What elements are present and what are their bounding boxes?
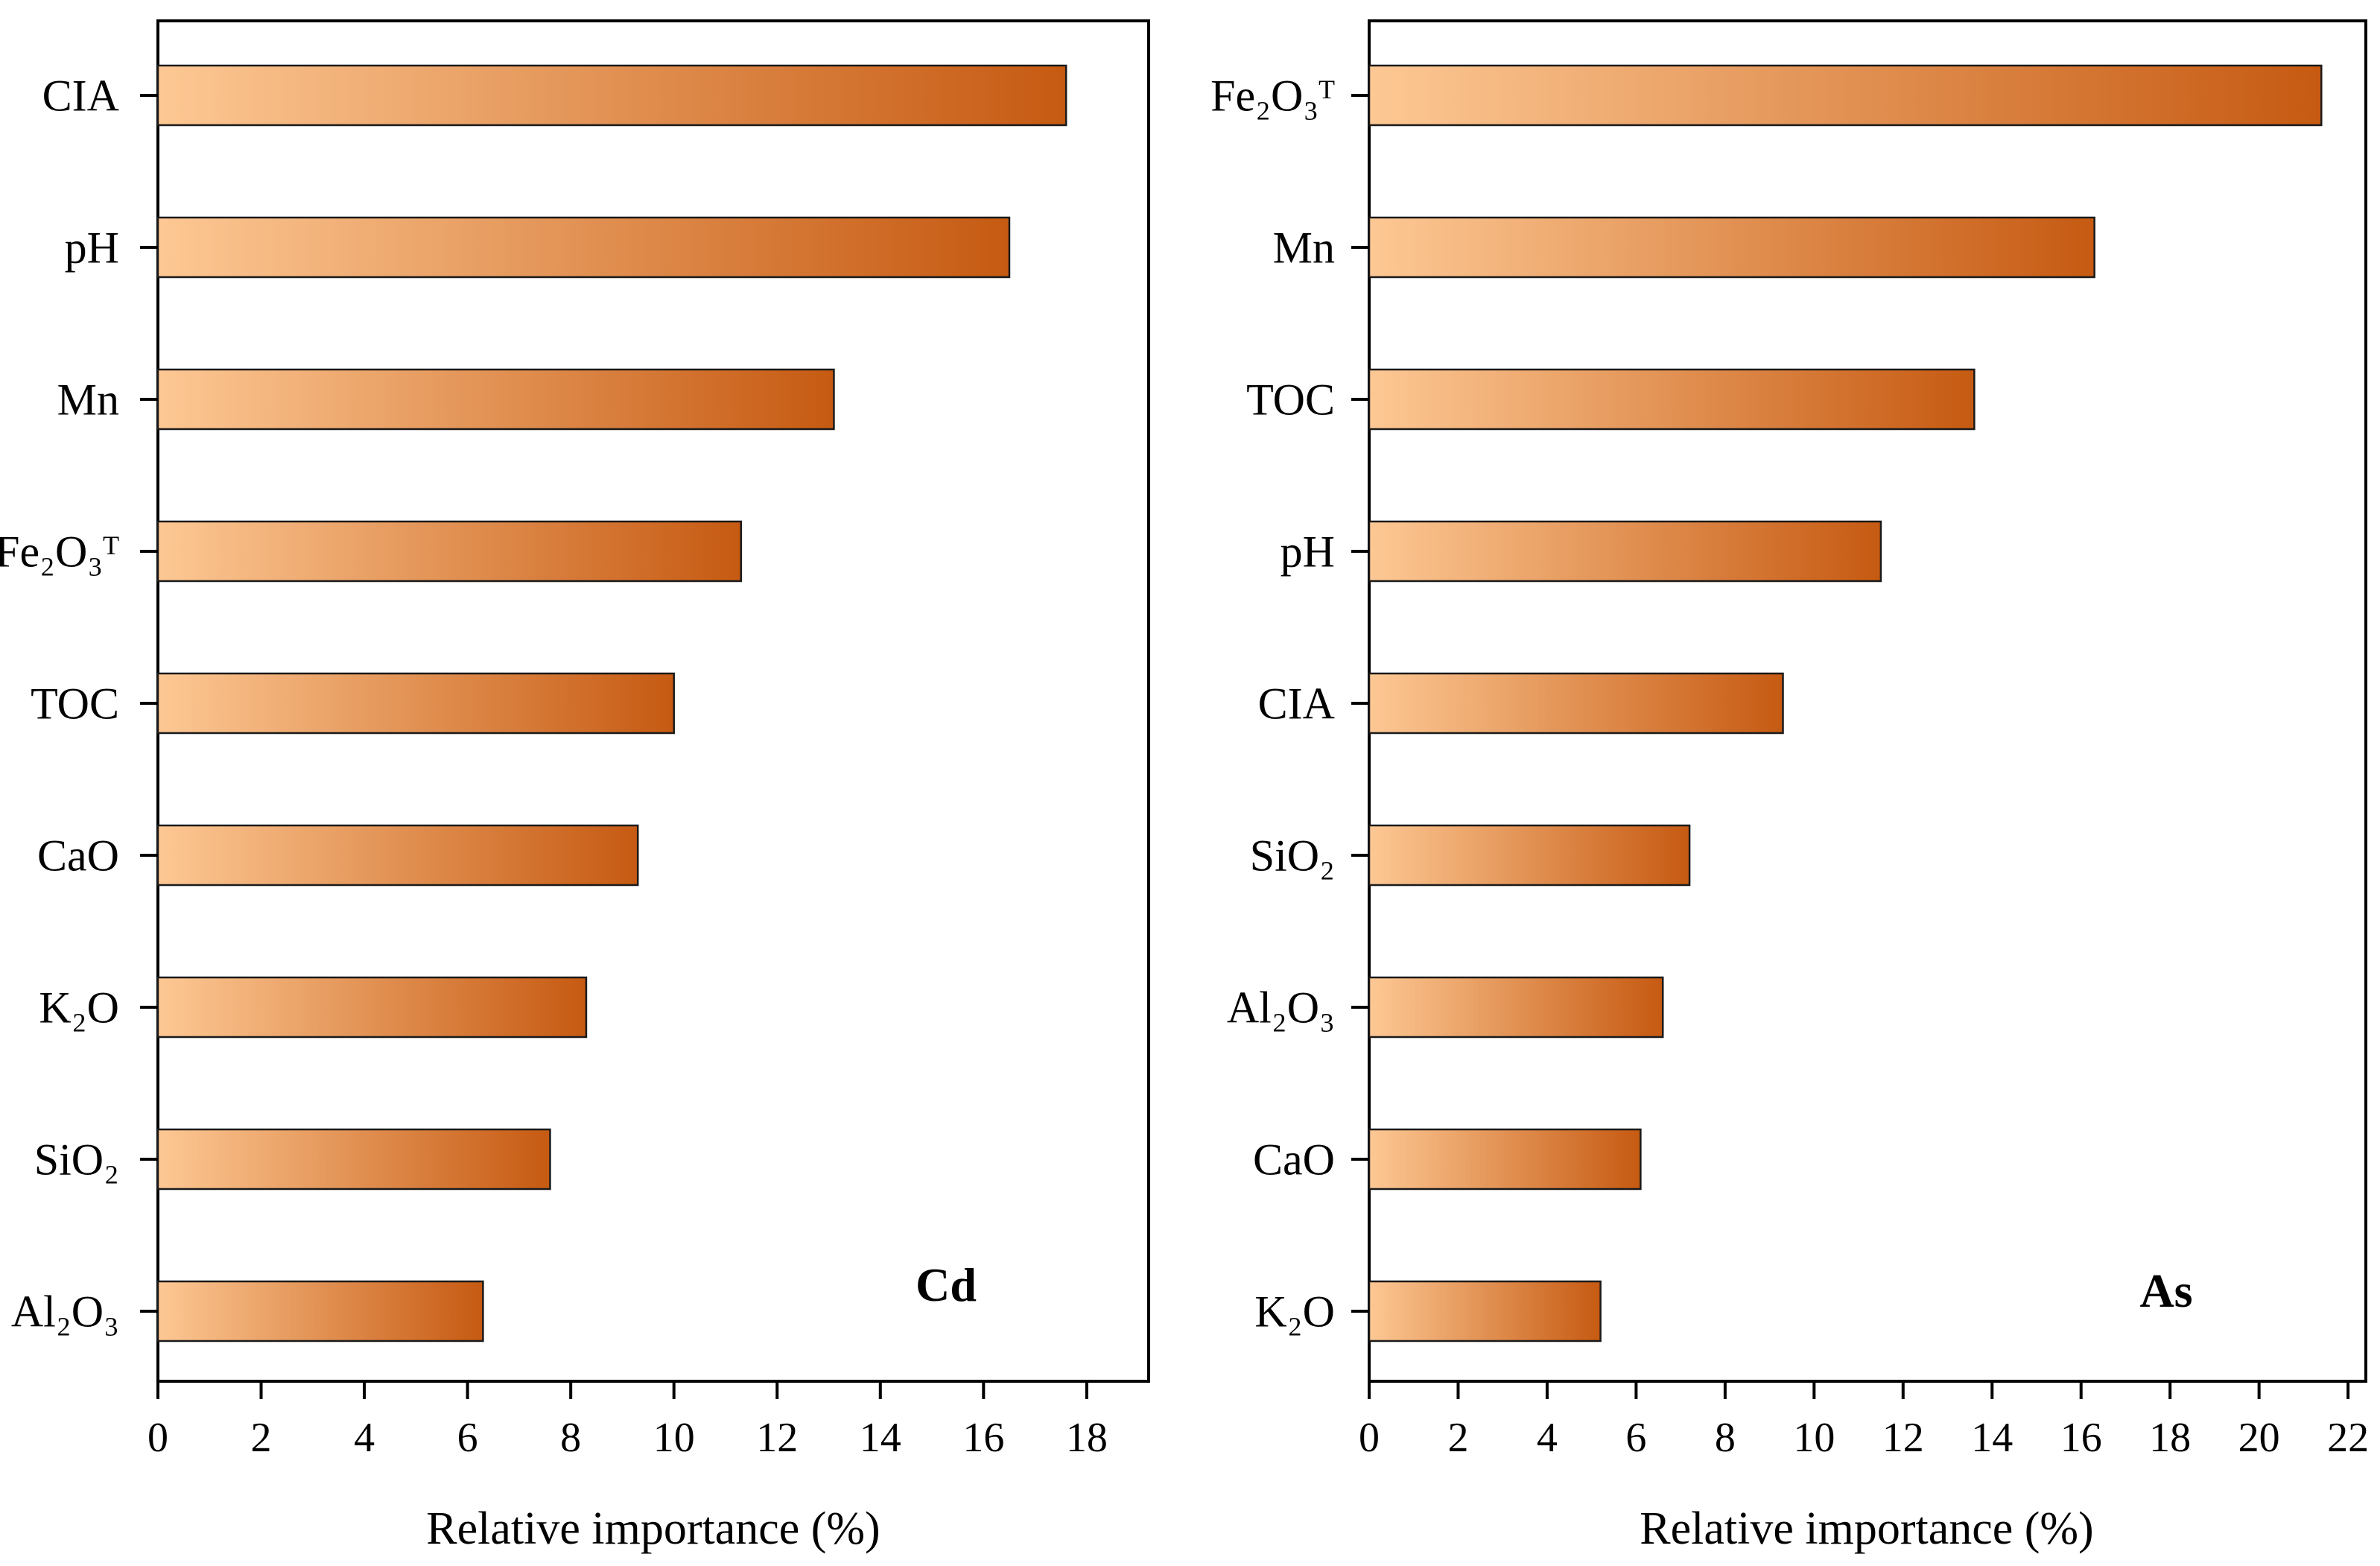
category-label: K₂O [39,983,119,1032]
x-tick-group: 0 2 4 6 8 10 12 14 16 18 20 22 [1359,1381,2369,1461]
x-tick-label: 0 [147,1415,168,1461]
bar [156,1128,551,1191]
bar [1368,216,2095,279]
bar-group [156,64,1067,1342]
x-tick-label: 14 [860,1415,901,1461]
bar [1368,976,1664,1039]
x-tick-label: 4 [354,1415,375,1461]
panel-cd: CIA pH Mn Fe₂O₃ᵀ TOC CaO K₂O SiO₂ Al₂O₃ 0 2 4 6 8 10 1… [0,19,1150,1554]
bar [156,64,1067,127]
bar [1368,368,1976,431]
x-tick-label: 2 [1447,1415,1468,1461]
category-label: CaO [1253,1135,1335,1184]
bar [156,216,1011,279]
x-tick-label: 2 [251,1415,272,1461]
category-label: Al₂O₃ [11,1287,119,1336]
panel-as: Fe₂O₃ᵀ Mn TOC pH CIA SiO₂ Al₂O₃ CaO K₂O 0 2 4 6 8 10 1… [1210,19,2369,1554]
category-label: K₂O [1254,1287,1335,1336]
category-label-group: CIA pH Mn Fe₂O₃ᵀ TOC CaO K₂O SiO₂ Al₂O₃ [0,71,158,1336]
category-label: Mn [57,375,119,424]
x-axis-label: Relative importance (%) [1640,1503,2093,1554]
x-tick-label: 6 [1625,1415,1646,1461]
x-tick-label: 4 [1537,1415,1558,1461]
bar [156,976,588,1039]
category-label: CIA [1258,679,1335,728]
bar [156,824,639,887]
category-label: Fe₂O₃ᵀ [0,527,119,576]
x-tick-label: 6 [457,1415,478,1461]
x-tick-label: 22 [2327,1415,2369,1461]
category-label: CIA [42,71,119,120]
category-label: Al₂O₃ [1227,983,1335,1032]
x-tick-label: 12 [1882,1415,1924,1461]
x-tick-label: 0 [1359,1415,1380,1461]
panel-label: Cd [915,1258,977,1311]
x-tick-label: 16 [2060,1415,2102,1461]
x-tick-label: 18 [1066,1415,1108,1461]
x-tick-label: 10 [653,1415,695,1461]
category-label: CaO [37,831,119,880]
x-tick-label: 8 [1715,1415,1736,1461]
x-tick-label: 16 [962,1415,1004,1461]
x-tick-label: 10 [1793,1415,1835,1461]
bar [1368,1280,1602,1342]
x-tick-label: 20 [2238,1415,2280,1461]
category-label: SiO₂ [1250,831,1335,880]
x-tick-label: 8 [560,1415,581,1461]
category-label: pH [65,223,119,272]
panel-label: As [2139,1264,2192,1317]
bar [156,368,835,431]
category-label: pH [1281,527,1335,576]
bar [1368,520,1882,583]
bar [156,1280,484,1342]
x-tick-label: 14 [1971,1415,2013,1461]
category-label-group: Fe₂O₃ᵀ Mn TOC pH CIA SiO₂ Al₂O₃ CaO K₂O [1210,71,1369,1336]
bar [1368,64,2323,127]
category-label: Mn [1273,223,1335,272]
bar [1368,824,1691,887]
category-label: SiO₂ [34,1135,119,1184]
x-tick-label: 12 [756,1415,798,1461]
bar-group [1368,64,2323,1342]
category-label: TOC [1246,375,1335,424]
bar [156,520,743,583]
bar [156,672,675,735]
x-axis-label: Relative importance (%) [426,1503,880,1554]
x-tick-label: 18 [2149,1415,2191,1461]
bar [1368,1128,1642,1191]
x-tick-group: 0 2 4 6 8 10 12 14 16 18 [147,1381,1108,1461]
category-label: Fe₂O₃ᵀ [1210,71,1335,120]
category-label: TOC [31,679,119,728]
bar [1368,672,1784,735]
